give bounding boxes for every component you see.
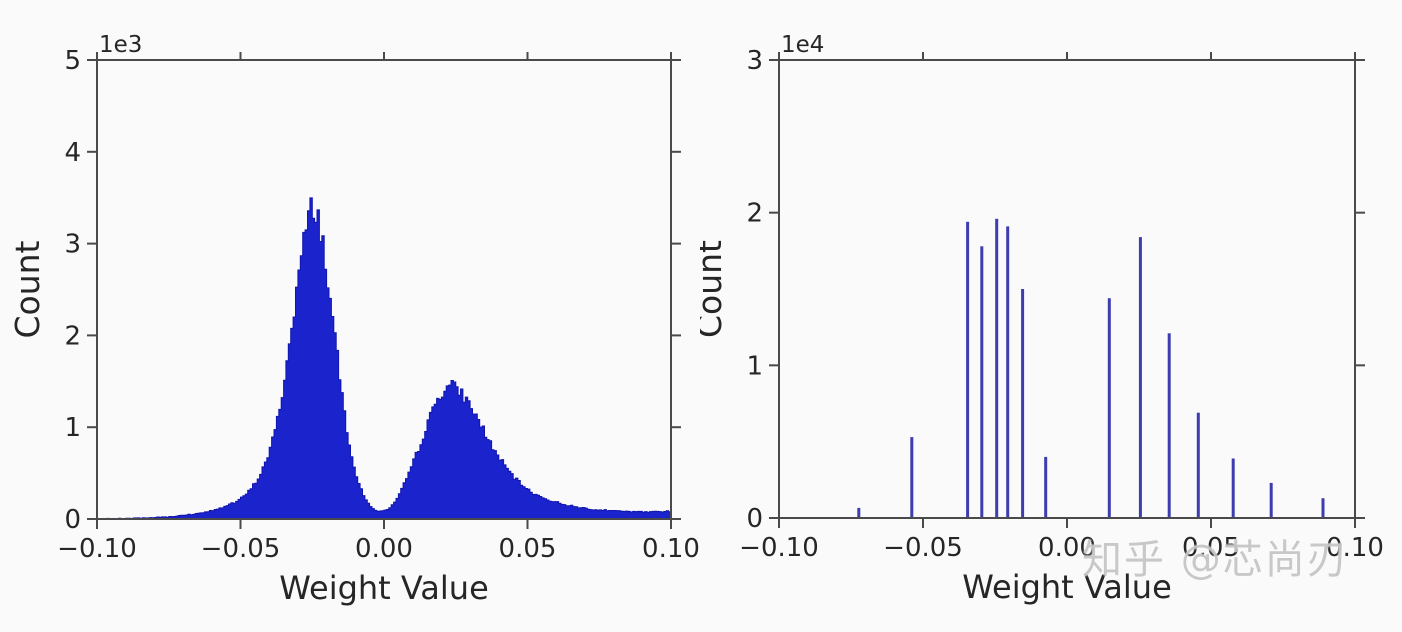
x-tick-label: −0.05 — [201, 534, 281, 564]
stem-line — [1006, 226, 1010, 518]
watermark-text: 知乎 @芯尚刃 — [1082, 537, 1349, 583]
x-axis-title: Weight Value — [962, 568, 1172, 606]
x-tick-label: 0.00 — [355, 534, 413, 564]
y-tick-label: 0 — [746, 504, 763, 534]
stem-line — [1021, 289, 1025, 518]
plot-border — [778, 59, 1356, 519]
y-tick-label: 5 — [64, 46, 81, 76]
y-axis-title: Count — [700, 240, 729, 338]
y-tick-label: 1 — [64, 413, 81, 443]
stem-line — [966, 221, 970, 519]
continuous-weight-histogram-svg: −0.10 −0.05 0.00 0.05 0.10 0 1 2 3 4 5 1e3 Weight Va… — [8, 32, 700, 607]
stem-line — [1231, 458, 1235, 518]
axis-offset-label: 1e4 — [781, 32, 824, 58]
x-tick-label: 0.05 — [1182, 533, 1240, 563]
x-tick-label: 0.10 — [642, 534, 700, 564]
y-axis-title: Count — [8, 240, 47, 338]
y-tick-label: 0 — [64, 505, 81, 535]
y-tick-label: 2 — [746, 199, 763, 229]
x-tick-label: 0.05 — [499, 534, 557, 564]
stem-line — [1167, 333, 1171, 518]
stem-line — [857, 507, 861, 518]
y-tick-label: 4 — [64, 138, 81, 168]
x-tick-label: −0.10 — [739, 533, 819, 563]
stem-line — [1321, 498, 1325, 518]
stem-line — [980, 246, 984, 519]
x-axis-title: Weight Value — [279, 569, 489, 607]
y-tick-label: 2 — [64, 321, 81, 351]
stem-line — [910, 437, 914, 518]
y-tick-label: 3 — [746, 46, 763, 76]
stem-line — [995, 218, 999, 519]
x-tick-label: −0.05 — [883, 533, 963, 563]
stem-line — [1269, 482, 1273, 518]
stem-line — [1107, 298, 1111, 518]
histogram-shape — [97, 197, 672, 520]
axis-offset-label: 1e3 — [99, 32, 142, 58]
x-tick-label: 0.00 — [1038, 533, 1096, 563]
plot-border — [96, 59, 672, 520]
x-tick-label: −0.10 — [57, 534, 137, 564]
stem-line — [1196, 412, 1200, 518]
stem-line — [1138, 237, 1142, 518]
y-tick-label: 3 — [64, 230, 81, 260]
x-tick-label: 0.10 — [1326, 533, 1384, 563]
continuous-weight-histogram-panel: −0.10 −0.05 0.00 0.05 0.10 0 1 2 3 4 5 1e3 Weight Va… — [0, 0, 700, 628]
stem-line — [1044, 456, 1048, 518]
y-tick-label: 1 — [746, 351, 763, 381]
